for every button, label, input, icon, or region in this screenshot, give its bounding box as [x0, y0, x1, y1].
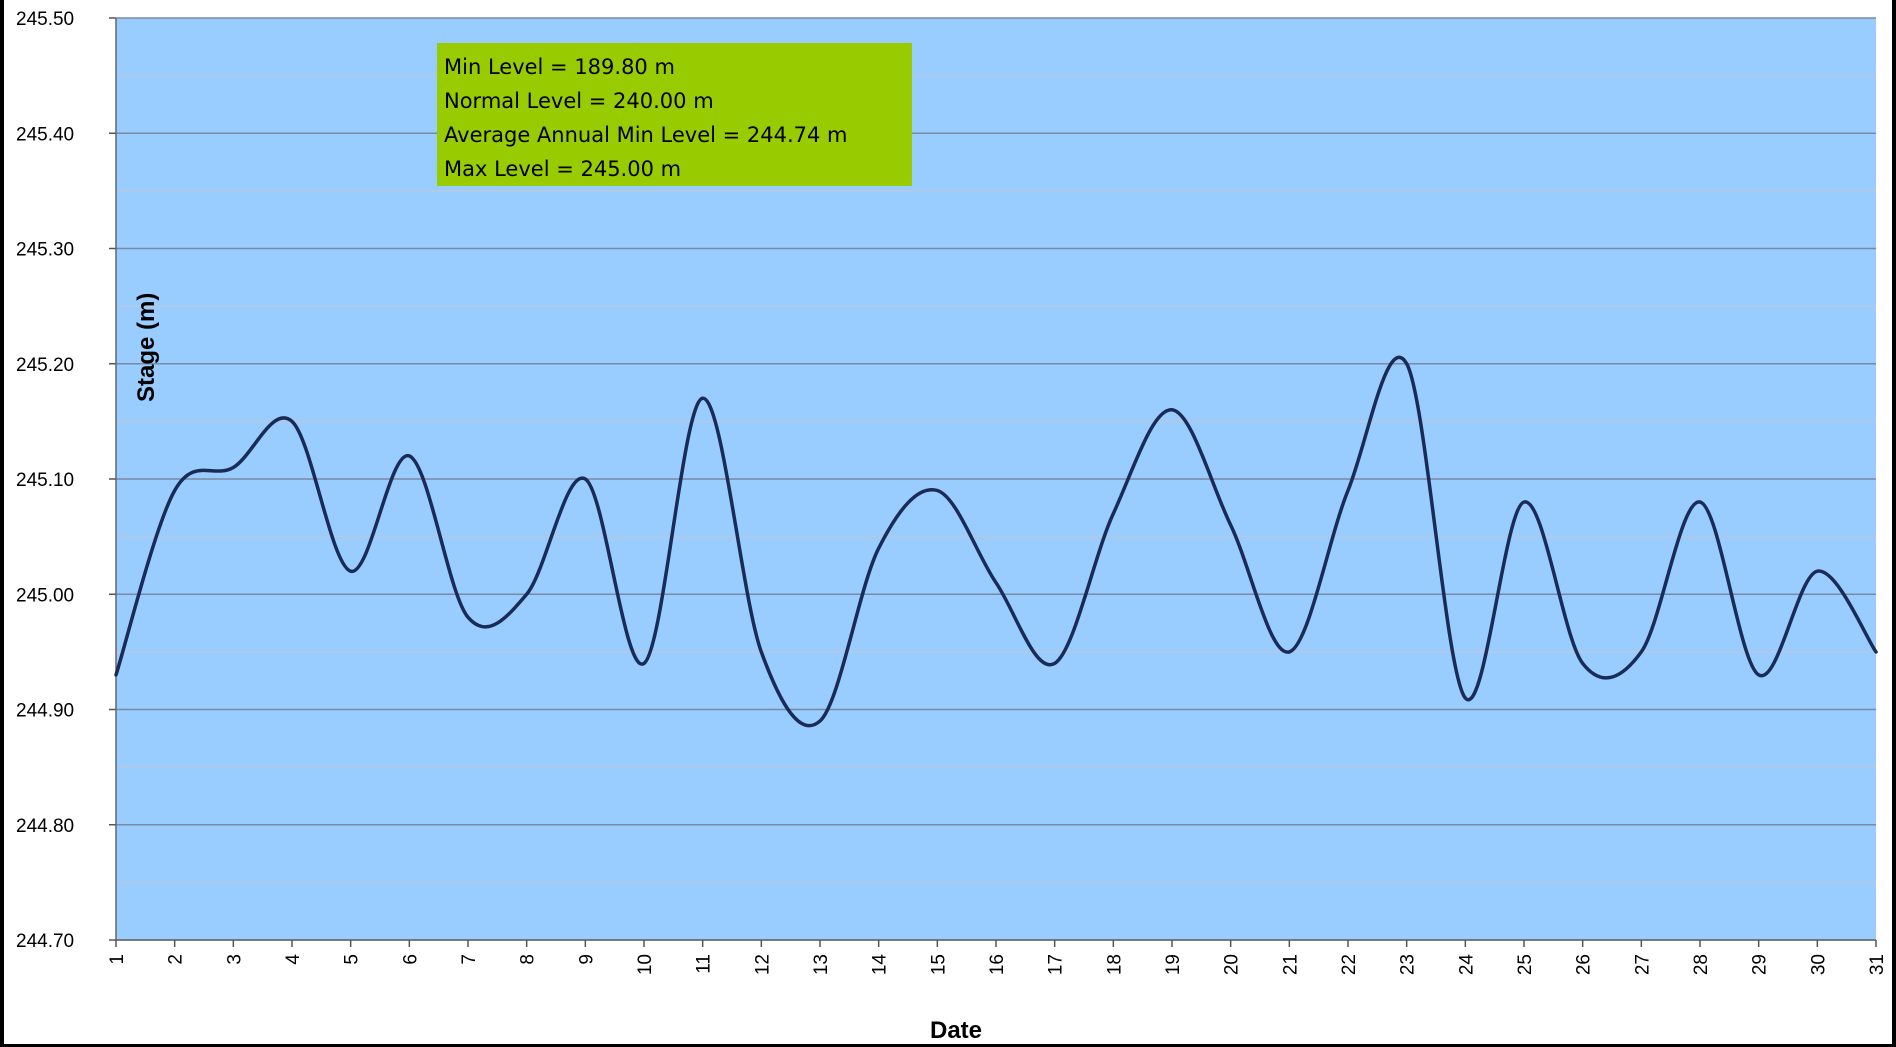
data-point-day-29 [1756, 672, 1762, 678]
x-tick-label: 12 [752, 954, 773, 975]
x-tick-label: 6 [400, 954, 421, 965]
data-point-day-14 [876, 545, 882, 551]
y-tick-label: 245.40 [16, 124, 74, 145]
x-tick-label: 2 [166, 954, 187, 965]
x-tick-label: 15 [928, 954, 949, 975]
data-point-day-30 [1814, 568, 1820, 574]
annotation-max-level: Max Level = 245.00 m [444, 157, 681, 181]
annotation-min-level: Min Level = 189.80 m [444, 55, 675, 79]
data-point-day-9 [582, 476, 588, 482]
data-point-day-25 [1521, 499, 1527, 505]
x-tick-label: 27 [1632, 954, 1653, 975]
y-tick-label: 245.50 [16, 9, 74, 30]
annotation-box: Min Level = 189.80 m Normal Level = 240.… [437, 43, 912, 186]
data-point-day-10 [641, 660, 647, 666]
data-point-day-2 [172, 488, 178, 494]
x-tick-label: 31 [1867, 954, 1888, 975]
data-point-day-12 [758, 649, 764, 655]
annotation-average-annual-min-level: Average Annual Min Level = 244.74 m [444, 123, 848, 147]
y-axis: 244.70 244.80 244.90 245.00 245.10 245.20 245.… [16, 9, 117, 952]
y-axis-title: Stage (m) [133, 293, 160, 402]
data-point-day-17 [1052, 660, 1058, 666]
data-point-day-4 [289, 418, 295, 424]
x-tick-label: 19 [1163, 954, 1184, 975]
y-tick-label: 245.20 [16, 355, 74, 376]
x-tick-label: 23 [1398, 954, 1419, 975]
x-tick-label: 18 [1104, 954, 1125, 975]
data-point-day-27 [1638, 649, 1644, 655]
y-tick-label: 244.90 [16, 701, 74, 722]
data-point-day-23 [1404, 361, 1410, 367]
data-point-day-8 [524, 591, 530, 597]
x-tick-label: 9 [576, 954, 597, 965]
data-point-day-5 [348, 568, 354, 574]
data-point-day-7 [465, 614, 471, 620]
x-axis: 1 2 3 4 5 6 7 8 9 10 11 12 13 14 15 16 17 18 19 20 21 22 23 24 2… [107, 939, 1888, 976]
x-tick-label: 4 [283, 954, 304, 965]
data-point-day-19 [1169, 407, 1175, 413]
data-point-day-6 [406, 453, 412, 459]
data-point-day-3 [230, 464, 236, 470]
x-tick-label: 20 [1222, 954, 1243, 975]
y-tick-label: 245.30 [16, 240, 74, 261]
data-point-day-28 [1697, 499, 1703, 505]
data-point-day-18 [1110, 511, 1116, 517]
x-tick-label: 13 [811, 954, 832, 975]
data-point-day-16 [993, 580, 999, 586]
x-tick-label: 30 [1808, 954, 1829, 975]
x-tick-label: 17 [1046, 954, 1067, 975]
data-point-day-21 [1286, 649, 1292, 655]
data-point-day-24 [1462, 695, 1468, 701]
x-tick-label: 10 [635, 954, 656, 975]
y-tick-label: 245.00 [16, 585, 74, 606]
x-tick-label: 14 [870, 954, 891, 976]
data-point-day-13 [817, 718, 823, 724]
annotation-normal-level: Normal Level = 240.00 m [444, 89, 714, 113]
data-point-day-11 [700, 395, 706, 401]
data-point-day-15 [934, 488, 940, 494]
x-tick-label: 22 [1339, 954, 1360, 975]
y-tick-label: 245.10 [16, 470, 74, 491]
x-tick-label: 29 [1750, 954, 1771, 975]
y-tick-label: 244.70 [16, 931, 74, 952]
x-tick-label: 24 [1456, 954, 1477, 976]
data-point-day-20 [1228, 522, 1234, 528]
x-tick-label: 21 [1280, 954, 1301, 975]
x-tick-label: 16 [987, 954, 1008, 975]
data-point-day-26 [1580, 660, 1586, 666]
x-tick-label: 7 [459, 954, 480, 965]
data-point-day-22 [1345, 488, 1351, 494]
line-chart: 244.70 244.80 244.90 245.00 245.10 245.20 245.… [16, 9, 1888, 1044]
x-tick-label: 25 [1515, 954, 1536, 975]
x-tick-label: 28 [1691, 954, 1712, 975]
x-tick-label: 1 [107, 954, 128, 965]
x-tick-label: 5 [342, 954, 363, 965]
data-point-day-31 [1873, 649, 1879, 655]
x-tick-label: 11 [694, 954, 715, 974]
x-tick-label: 26 [1574, 954, 1595, 975]
x-axis-title: Date [930, 1017, 982, 1044]
x-tick-label: 8 [518, 954, 539, 965]
series-line [114, 355, 1878, 728]
data-point-day-1 [113, 672, 119, 678]
y-tick-label: 244.80 [16, 816, 74, 837]
x-tick-label: 3 [224, 954, 245, 965]
